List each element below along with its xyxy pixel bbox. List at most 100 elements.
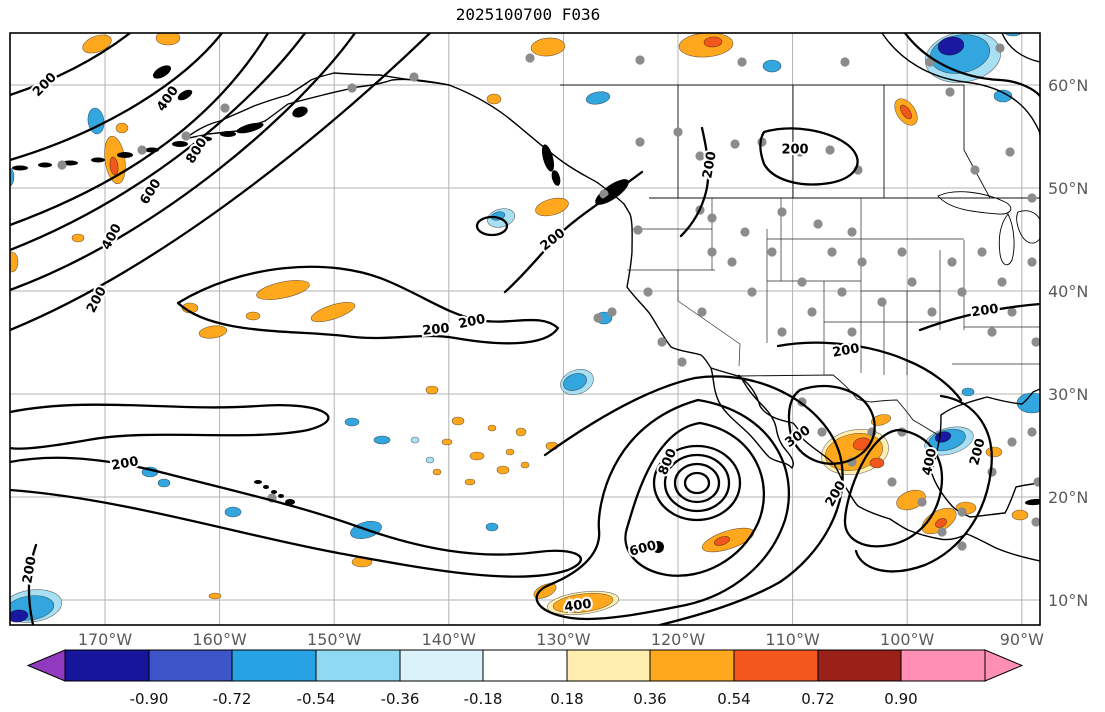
- anomaly-patch-o: [530, 37, 566, 57]
- y-tick-10n: 10°N: [1048, 591, 1088, 610]
- contour-label: 400: [920, 447, 940, 477]
- colorbar-tick-5: 0.18: [550, 690, 583, 708]
- y-axis-ticks: 60°N 50°N 40°N 30°N 20°N 10°N: [1048, 76, 1088, 610]
- station-dot: [927, 307, 937, 317]
- station-dot: [737, 57, 747, 67]
- station-dot: [1027, 193, 1037, 203]
- x-tick-100w: 100°W: [880, 630, 935, 649]
- anomaly-patch-r: [935, 518, 947, 528]
- contour-label: 200: [971, 302, 1000, 321]
- colorbar-segment-1: [148, 649, 233, 682]
- anomaly-patch-b: [1016, 392, 1040, 414]
- station-dot: [1033, 477, 1040, 487]
- anomaly-patch-r: [900, 104, 912, 120]
- station-dot: [777, 207, 787, 217]
- anomaly-patch-o: [451, 416, 465, 426]
- anomaly-patch-o: [515, 427, 527, 437]
- contour-label: 200: [30, 70, 60, 100]
- x-tick-130w: 130°W: [536, 630, 591, 649]
- colorbar: -0.90 -0.72 -0.54 -0.36 -0.18 0.18 0.36 …: [26, 649, 1024, 708]
- colorbar-tick-3: -0.36: [381, 690, 420, 708]
- plot-frame: [9, 32, 1041, 626]
- station-dot: [677, 357, 687, 367]
- anomaly-patch-o: [487, 424, 497, 432]
- anomaly-patch-o: [441, 438, 453, 446]
- anomaly-patch-b: [373, 435, 391, 445]
- colorbar-tick-7: 0.54: [717, 690, 750, 708]
- anomaly-patch-n: [10, 609, 29, 623]
- station-dot: [847, 327, 857, 337]
- station-dot: [907, 277, 917, 287]
- anomaly-patch-o: [464, 478, 476, 486]
- station-dot: [525, 53, 535, 63]
- contour-label: 200: [84, 284, 110, 315]
- station-dot: [747, 287, 757, 297]
- anomaly-patch-b: [563, 373, 587, 391]
- anomaly-patch-n: [937, 36, 965, 56]
- colorbar-tick-2: -0.54: [297, 690, 336, 708]
- station-dot: [987, 327, 997, 337]
- station-dot: [807, 307, 817, 317]
- anomaly-patch-o: [10, 251, 19, 273]
- anomaly-patch-r: [109, 156, 119, 176]
- anomaly-patch-b: [157, 478, 171, 488]
- anomaly-patch-o: [496, 465, 510, 475]
- station-dot: [887, 477, 897, 487]
- station-dot: [1031, 517, 1040, 527]
- station-dot: [599, 189, 609, 199]
- anomaly-patch-o: [155, 33, 181, 46]
- station-dot: [181, 131, 191, 141]
- station-dot: [957, 507, 967, 517]
- anomaly-shading: [10, 33, 1040, 623]
- contour-label: 400: [564, 597, 593, 616]
- anomaly-patch-o: [310, 301, 356, 323]
- station-dot: [1007, 437, 1017, 447]
- station-dots: [57, 43, 1040, 551]
- station-dot: [847, 227, 857, 237]
- anomaly-patch-o: [896, 489, 926, 511]
- station-dot: [607, 307, 617, 317]
- station-dot: [707, 247, 717, 257]
- contour-label: 200: [20, 555, 39, 584]
- station-dot: [947, 257, 957, 267]
- station-dot: [957, 287, 967, 297]
- anomaly-patch-o: [432, 468, 442, 476]
- anomaly-patch-o: [520, 461, 530, 469]
- station-dot: [917, 497, 927, 507]
- station-dot: [409, 72, 419, 82]
- station-dot: [997, 277, 1007, 287]
- station-dot: [797, 277, 807, 287]
- anomaly-patch-r: [564, 600, 586, 612]
- station-dot: [837, 287, 847, 297]
- station-dot: [633, 225, 643, 235]
- station-dot: [635, 55, 645, 65]
- colorbar-segment-3: [315, 649, 401, 682]
- colorbar-segment-8: [733, 649, 819, 682]
- station-dot: [777, 327, 787, 337]
- colorbar-tick-0: -0.90: [130, 690, 169, 708]
- colorbar-right-arrow: [984, 649, 1024, 682]
- contour-label: 200: [823, 478, 850, 509]
- x-tick-120w: 120°W: [651, 630, 706, 649]
- anomaly-patch-o: [256, 280, 310, 300]
- station-dot: [593, 313, 603, 323]
- contour-label: 600: [628, 538, 658, 560]
- x-tick-160w: 160°W: [192, 630, 247, 649]
- station-dot: [1005, 147, 1015, 157]
- contour-label: 200: [781, 143, 808, 158]
- contour-label: 200: [700, 150, 719, 179]
- islands: [12, 65, 1040, 506]
- station-dot: [727, 257, 737, 267]
- chart-title: 2025100700 F036: [456, 5, 601, 24]
- anomaly-patch-o: [533, 583, 557, 599]
- x-tick-170w: 170°W: [78, 630, 133, 649]
- station-dot: [795, 147, 805, 157]
- anomaly-patch-o: [985, 446, 1003, 458]
- anomaly-patch-r: [713, 536, 731, 546]
- contour-label: 200: [422, 321, 451, 339]
- anomaly-patch-b: [10, 167, 15, 187]
- station-dot: [817, 427, 827, 437]
- anomaly-patch-o: [535, 197, 569, 217]
- station-dot: [1027, 257, 1037, 267]
- colorbar-tick-1: -0.72: [213, 690, 252, 708]
